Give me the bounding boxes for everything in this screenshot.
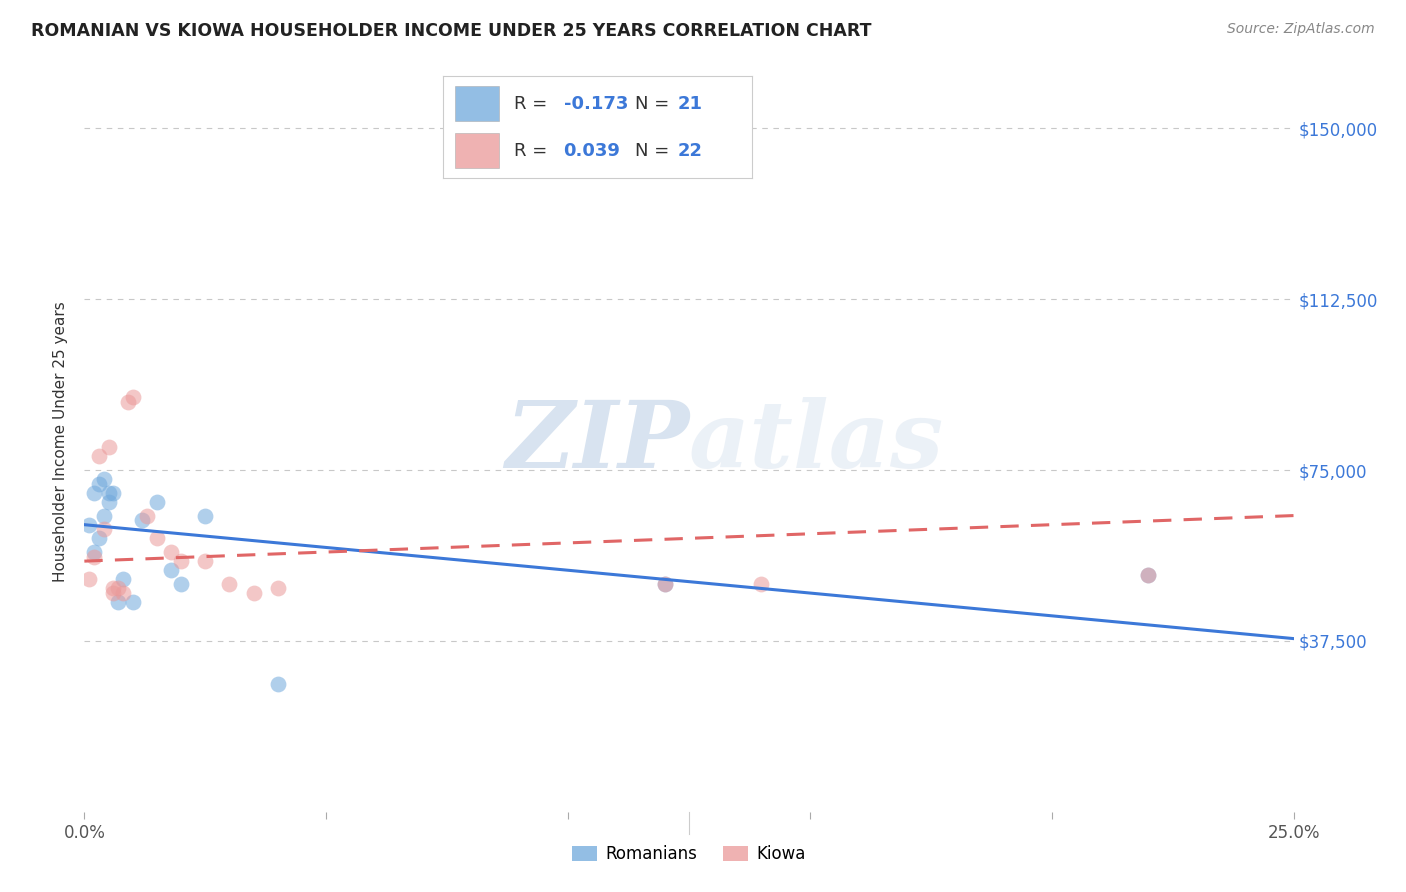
Point: [160, 545, 183, 559]
Point: [93, 472, 115, 486]
Point: [117, 394, 139, 409]
Point: [103, 582, 125, 596]
Text: N =: N =: [634, 142, 669, 160]
Text: R =: R =: [515, 142, 547, 160]
Point: [654, 577, 676, 591]
Point: [654, 577, 676, 591]
Point: [170, 554, 193, 568]
Point: [1137, 567, 1160, 582]
Point: [170, 577, 193, 591]
Point: [77, 573, 100, 587]
Point: [112, 573, 135, 587]
FancyBboxPatch shape: [456, 87, 499, 121]
Text: N =: N =: [634, 95, 669, 112]
Point: [146, 532, 169, 546]
Point: [1137, 567, 1160, 582]
Point: [267, 582, 290, 596]
Point: [267, 677, 290, 691]
Point: [242, 586, 264, 600]
Point: [87, 532, 110, 546]
Point: [93, 522, 115, 536]
Text: -0.173: -0.173: [564, 95, 628, 112]
Point: [121, 595, 143, 609]
Point: [218, 577, 240, 591]
Point: [93, 508, 115, 523]
Legend: Romanians, Kiowa: Romanians, Kiowa: [565, 838, 813, 870]
Text: atlas: atlas: [689, 397, 945, 486]
Y-axis label: Householder Income Under 25 years: Householder Income Under 25 years: [52, 301, 67, 582]
FancyBboxPatch shape: [456, 133, 499, 168]
Point: [103, 586, 125, 600]
Point: [112, 586, 135, 600]
Point: [146, 495, 169, 509]
Point: [83, 485, 105, 500]
Point: [194, 554, 217, 568]
Point: [87, 476, 110, 491]
Point: [97, 495, 120, 509]
Point: [131, 513, 153, 527]
Text: Source: ZipAtlas.com: Source: ZipAtlas.com: [1227, 22, 1375, 37]
Point: [136, 508, 159, 523]
Point: [83, 545, 105, 559]
Text: 0.039: 0.039: [564, 142, 620, 160]
Point: [107, 582, 129, 596]
Text: R =: R =: [515, 95, 547, 112]
Point: [751, 577, 773, 591]
Point: [160, 563, 183, 577]
Point: [121, 390, 143, 404]
Point: [87, 450, 110, 464]
Text: ROMANIAN VS KIOWA HOUSEHOLDER INCOME UNDER 25 YEARS CORRELATION CHART: ROMANIAN VS KIOWA HOUSEHOLDER INCOME UND…: [31, 22, 872, 40]
Point: [194, 508, 217, 523]
Point: [103, 485, 125, 500]
Point: [97, 440, 120, 454]
Text: 21: 21: [678, 95, 703, 112]
Point: [107, 595, 129, 609]
Point: [77, 517, 100, 532]
Point: [97, 485, 120, 500]
Text: 22: 22: [678, 142, 703, 160]
Point: [83, 549, 105, 564]
Text: ZIP: ZIP: [505, 397, 689, 486]
